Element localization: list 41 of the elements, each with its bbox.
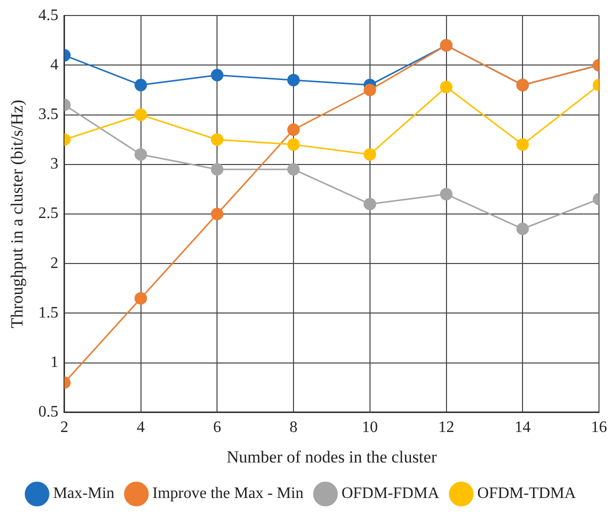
x-axis-title: Number of nodes in the cluster [226, 447, 438, 466]
point [287, 123, 300, 136]
y-tick-label: 2 [50, 254, 58, 272]
y-tick-label: 1.5 [38, 304, 58, 322]
legend-label: Max-Min [53, 485, 114, 502]
x-tick-label: 6 [213, 419, 222, 436]
legend-label: OFDM-FDMA [341, 485, 440, 502]
point [210, 208, 224, 220]
point [134, 148, 148, 161]
legend-label: Improve the Max - Min [152, 485, 304, 502]
y-tick-label: 4 [50, 56, 58, 74]
x-tick-label: 14 [514, 419, 531, 436]
x-tick-label: 8 [290, 419, 298, 436]
point [516, 222, 529, 236]
x-tick-label: 4 [136, 419, 145, 436]
x-tick-label: 12 [438, 419, 454, 436]
point [440, 188, 453, 200]
point [287, 138, 300, 151]
point [364, 198, 376, 210]
y-tick-label: 3.5 [38, 106, 58, 124]
y-tick-label: 2.5 [38, 205, 58, 222]
point [134, 108, 148, 122]
point [516, 138, 529, 151]
y-tick-label: 0.5 [38, 404, 58, 421]
point [134, 78, 148, 92]
point [210, 133, 224, 146]
y-tick-label: 1 [50, 354, 58, 372]
point [364, 84, 376, 96]
point [210, 68, 224, 82]
point [440, 80, 453, 94]
y-tick-label: 4.5 [38, 6, 58, 24]
point [210, 163, 224, 176]
y-tick-label: 3 [50, 156, 58, 173]
point [134, 292, 148, 305]
x-tick-label: 16 [591, 419, 607, 436]
legend-label: OFDM-TDMA [477, 485, 576, 502]
point [287, 74, 300, 86]
point [287, 163, 300, 176]
point [364, 148, 376, 161]
y-axis-title: Throughput in a cluster (bit/s/Hz) [8, 100, 27, 328]
x-tick-label: 10 [362, 419, 378, 436]
